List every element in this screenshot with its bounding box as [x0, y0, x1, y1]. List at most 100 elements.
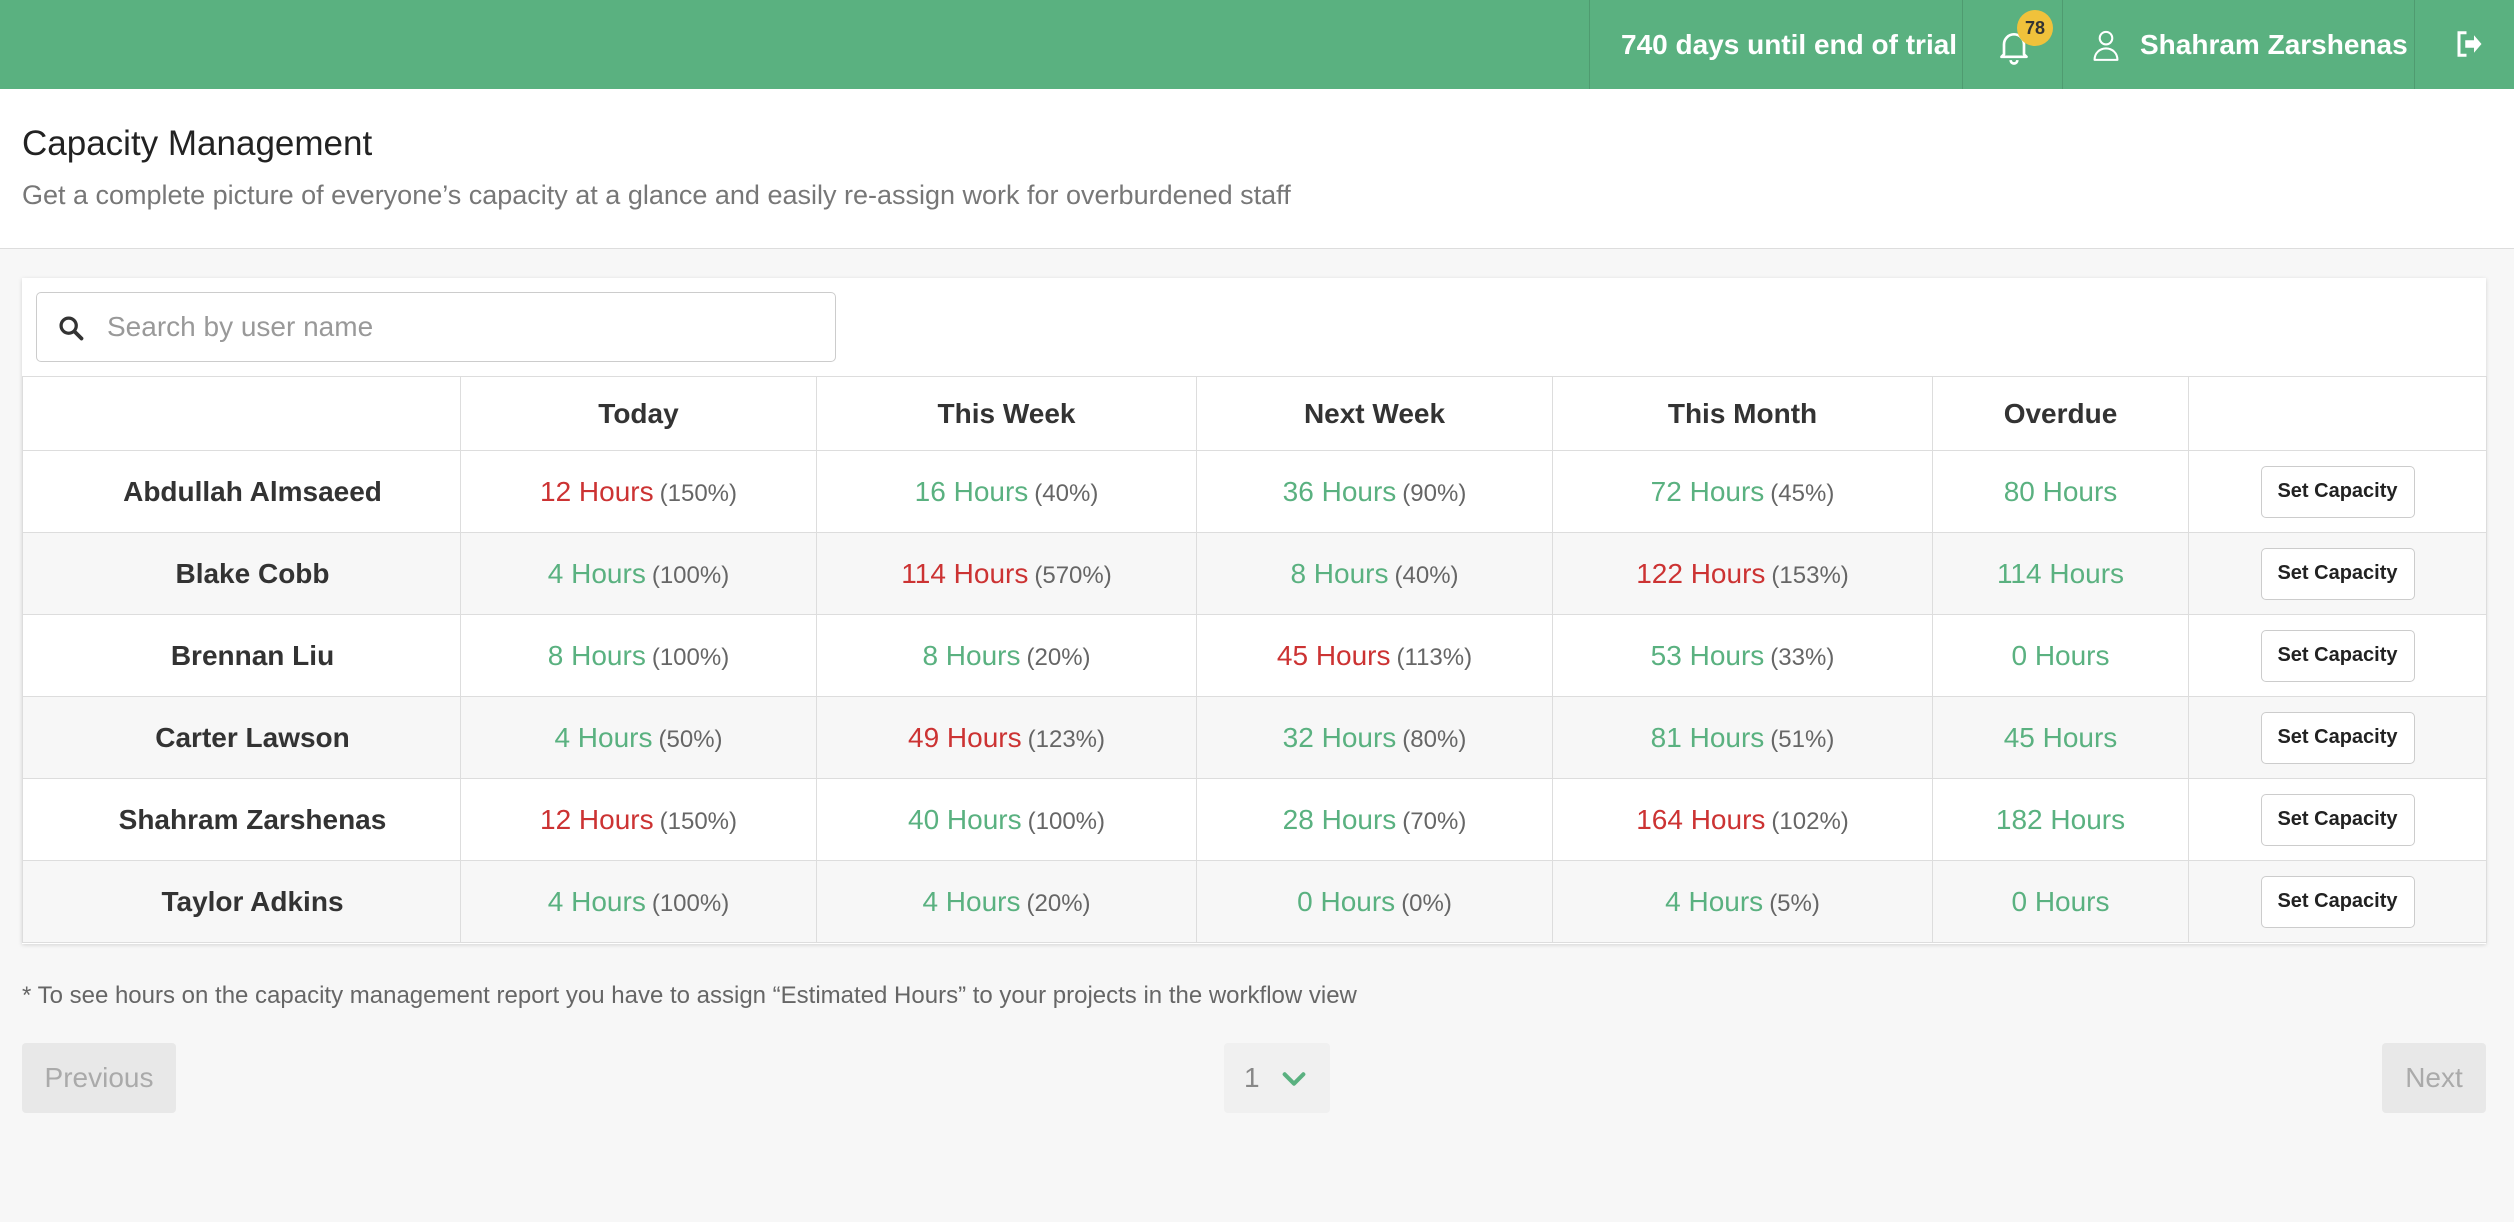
table-row: Taylor Adkins 4 Hours (100%) 4 Hours (20%) 0 … [22, 860, 2487, 943]
set-capacity-button[interactable]: Set Capacity [2260, 465, 2415, 518]
overdue-value: 0 Hours [2011, 885, 2110, 917]
overdue-value: 80 Hours [2003, 475, 2118, 507]
column-header-overdue: Overdue [1932, 376, 2189, 451]
hours-cell: 4 Hours (50%) [460, 696, 817, 779]
user-name-cell: Brennan Liu [22, 614, 461, 697]
percent-value: (100%) [651, 643, 730, 671]
hours-value: 36 Hours [1282, 475, 1397, 507]
percent-value: (70%) [1402, 807, 1467, 835]
percent-value: (0%) [1401, 889, 1452, 917]
action-cell: Set Capacity [2188, 860, 2487, 943]
hours-value: 4 Hours [554, 721, 653, 753]
table-body: Abdullah Almsaeed 12 Hours (150%) 16 Hours(… [22, 450, 2487, 943]
percent-value: (123%) [1027, 725, 1105, 753]
hours-cell: 16 Hours (40%) [816, 450, 1197, 533]
hours-value: 32 Hours [1282, 721, 1397, 753]
percent-value: (40%) [1394, 561, 1459, 589]
overdue-value: 114 Hours [1996, 557, 2125, 589]
hours-value: 12 Hours [540, 803, 654, 835]
action-cell: Set Capacity [2188, 532, 2487, 615]
set-capacity-button[interactable]: Set Capacity [2260, 711, 2415, 764]
sign-out-icon[interactable] [2454, 29, 2484, 59]
hours-value: 81 Hours [1650, 721, 1765, 753]
hours-value: 8 Hours [547, 639, 646, 671]
user-name-cell: Shahram Zarshenas [22, 778, 461, 861]
hours-cell: 72 Hours (45%) [1552, 450, 1933, 533]
top-bar: 740 days until end of trial 78 Shahram Z… [0, 0, 2514, 89]
hours-cell: 4 Hours (5%) [1552, 860, 1933, 943]
search-input[interactable] [107, 294, 827, 360]
hours-value: 8 Hours [922, 639, 1021, 671]
overdue-cell: 80 Hours [1932, 450, 2189, 533]
capacity-card: Today This Week Next Week This Month Ove… [22, 278, 2487, 944]
hours-value: 49 Hours [908, 721, 1022, 753]
hours-value: 114 Hours [901, 557, 1029, 589]
user-icon[interactable] [2092, 29, 2120, 61]
hours-cell: 49 Hours (123%) [816, 696, 1197, 779]
topbar-divider [2062, 0, 2063, 89]
set-capacity-button[interactable]: Set Capacity [2260, 547, 2415, 600]
action-cell: Set Capacity [2188, 696, 2487, 779]
hours-value: 164 Hours [1636, 803, 1766, 835]
search-box[interactable] [36, 292, 836, 362]
footnote: * To see hours on the capacity managemen… [22, 982, 1357, 1009]
hours-cell: 81 Hours (51%) [1552, 696, 1933, 779]
next-button[interactable]: Next [2382, 1043, 2486, 1113]
table-row: Brennan Liu 8 Hours (100%) 8 Hours (20%) 45 H… [22, 614, 2487, 697]
column-header-this-month: This Month [1552, 376, 1933, 451]
page-selector[interactable]: 1 [1224, 1043, 1330, 1113]
hours-cell: 4 Hours (20%) [816, 860, 1197, 943]
user-name-cell: Abdullah Almsaeed [22, 450, 461, 533]
hours-cell: 4 Hours (100%) [460, 860, 817, 943]
trial-countdown: 740 days until end of trial [1621, 29, 1958, 60]
percent-value: (100%) [651, 561, 730, 589]
hours-cell: 164 Hours (102%) [1552, 778, 1933, 861]
user-name[interactable]: Shahram Zarshenas [2140, 29, 2408, 60]
search-icon [59, 316, 84, 341]
action-cell: Set Capacity [2188, 614, 2487, 697]
previous-button[interactable]: Previous [22, 1043, 176, 1113]
percent-value: (20%) [1026, 889, 1091, 917]
percent-value: (40%) [1034, 479, 1099, 507]
table-row: Blake Cobb 4 Hours (100%) 114 Hours (570%) 8 … [22, 532, 2487, 615]
percent-value: (50%) [658, 725, 723, 753]
percent-value: (33%) [1770, 643, 1835, 671]
percent-value: (51%) [1770, 725, 1835, 753]
overdue-cell: 182 Hours [1932, 778, 2189, 861]
topbar-divider [2414, 0, 2415, 89]
percent-value: (102%) [1771, 807, 1849, 835]
capacity-table: Today This Week Next Week This Month Ove… [22, 376, 2487, 943]
page-subtitle: Get a complete picture of everyone’s cap… [22, 180, 1291, 210]
percent-value: (80%) [1402, 725, 1467, 753]
percent-value: (90%) [1402, 479, 1467, 507]
percent-value: (100%) [651, 889, 730, 917]
overdue-value: 0 Hours [2011, 639, 2110, 671]
notification-badge[interactable]: 78 [2017, 10, 2053, 46]
hours-value: 4 Hours [547, 885, 646, 917]
page-header: Capacity Management Get a complete pictu… [0, 89, 2514, 249]
percent-value: (153%) [1771, 561, 1849, 589]
overdue-cell: 45 Hours [1932, 696, 2189, 779]
hours-cell: 8 Hours (100%) [460, 614, 817, 697]
hours-value: 0 Hours [1297, 885, 1396, 917]
table-header-row: Today This Week Next Week This Month Ove… [22, 376, 2487, 451]
percent-value: (20%) [1026, 643, 1091, 671]
hours-cell: 32 Hours (80%) [1196, 696, 1553, 779]
hours-cell: 28 Hours (70%) [1196, 778, 1553, 861]
column-header-user [22, 376, 461, 451]
hours-cell: 8 Hours (20%) [816, 614, 1197, 697]
hours-value: 4 Hours [922, 885, 1021, 917]
overdue-value: 182 Hours [1995, 803, 2126, 835]
percent-value: (100%) [1027, 807, 1105, 835]
hours-value: 4 Hours [1665, 885, 1764, 917]
hours-cell: 40 Hours (100%) [816, 778, 1197, 861]
page-title: Capacity Management [22, 124, 373, 163]
column-header-today: Today [460, 376, 817, 451]
set-capacity-button[interactable]: Set Capacity [2260, 629, 2415, 682]
hours-cell: 12 Hours (150%) [460, 778, 817, 861]
hours-value: 8 Hours [1290, 557, 1389, 589]
set-capacity-button[interactable]: Set Capacity [2260, 875, 2415, 928]
hours-value: 72 Hours [1650, 475, 1765, 507]
column-header-actions [2188, 376, 2487, 451]
set-capacity-button[interactable]: Set Capacity [2260, 793, 2415, 846]
